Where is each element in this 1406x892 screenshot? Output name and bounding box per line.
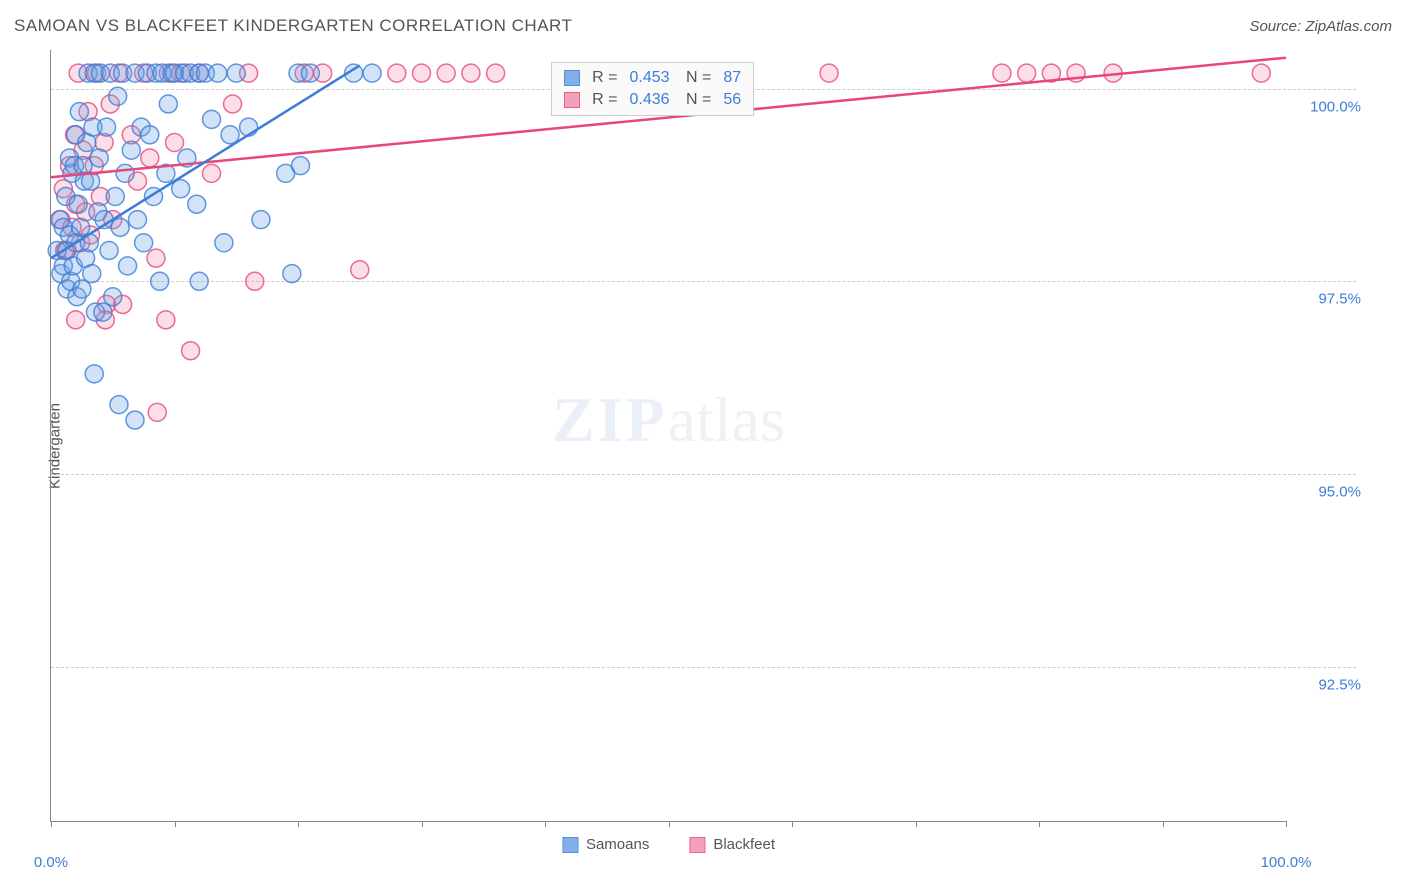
stats-r-blackfeet: 0.436 bbox=[630, 91, 670, 109]
scatter-point bbox=[252, 211, 270, 229]
legend-label-blackfeet: Blackfeet bbox=[713, 836, 775, 853]
scatter-point bbox=[100, 241, 118, 259]
scatter-svg bbox=[51, 50, 1286, 821]
scatter-point bbox=[94, 303, 112, 321]
scatter-point bbox=[283, 265, 301, 283]
stats-swatch-blackfeet bbox=[564, 92, 580, 108]
scatter-point bbox=[166, 134, 184, 152]
legend-swatch-samoans bbox=[562, 837, 578, 853]
scatter-point bbox=[80, 234, 98, 252]
scatter-point bbox=[363, 64, 381, 82]
scatter-point bbox=[128, 211, 146, 229]
chart-header: SAMOAN VS BLACKFEET KINDERGARTEN CORRELA… bbox=[14, 16, 1392, 36]
chart-title: SAMOAN VS BLACKFEET KINDERGARTEN CORRELA… bbox=[14, 16, 572, 36]
xtick bbox=[669, 821, 670, 827]
scatter-point bbox=[203, 110, 221, 128]
scatter-point bbox=[148, 403, 166, 421]
stats-r-label: R = bbox=[592, 69, 617, 87]
scatter-point bbox=[147, 249, 165, 267]
scatter-point bbox=[209, 64, 227, 82]
scatter-point bbox=[141, 149, 159, 167]
scatter-point bbox=[109, 87, 127, 105]
stats-row-blackfeet: R = 0.436 N = 56 bbox=[564, 91, 741, 109]
scatter-point bbox=[462, 64, 480, 82]
scatter-point bbox=[90, 149, 108, 167]
scatter-point bbox=[190, 272, 208, 290]
xtick-label: 100.0% bbox=[1261, 854, 1312, 871]
scatter-point bbox=[1018, 64, 1036, 82]
scatter-point bbox=[111, 218, 129, 236]
scatter-point bbox=[413, 64, 431, 82]
scatter-point bbox=[246, 272, 264, 290]
ytick-label: 100.0% bbox=[1310, 98, 1361, 115]
legend: Samoans Blackfeet bbox=[562, 836, 775, 853]
stats-n-label: N = bbox=[682, 69, 712, 87]
scatter-point bbox=[151, 272, 169, 290]
scatter-point bbox=[157, 311, 175, 329]
scatter-point bbox=[122, 141, 140, 159]
stats-row-samoans: R = 0.453 N = 87 bbox=[564, 69, 741, 87]
scatter-point bbox=[1252, 64, 1270, 82]
stats-n-blackfeet: 56 bbox=[723, 91, 741, 109]
scatter-point bbox=[73, 280, 91, 298]
scatter-point bbox=[85, 365, 103, 383]
chart-plot-area: 92.5%95.0%97.5%100.0% ZIPatlas R = 0.453… bbox=[50, 50, 1286, 822]
stats-box: R = 0.453 N = 87 R = 0.436 N = 56 bbox=[551, 62, 754, 116]
legend-label-samoans: Samoans bbox=[586, 836, 649, 853]
scatter-point bbox=[159, 95, 177, 113]
scatter-point bbox=[119, 257, 137, 275]
legend-item-samoans: Samoans bbox=[562, 836, 649, 853]
scatter-point bbox=[820, 64, 838, 82]
xtick bbox=[792, 821, 793, 827]
xtick bbox=[1286, 821, 1287, 827]
scatter-point bbox=[224, 95, 242, 113]
scatter-point bbox=[291, 157, 309, 175]
stats-swatch-samoans bbox=[564, 70, 580, 86]
scatter-point bbox=[106, 187, 124, 205]
scatter-point bbox=[67, 311, 85, 329]
scatter-point bbox=[203, 164, 221, 182]
xtick bbox=[1039, 821, 1040, 827]
scatter-point bbox=[141, 126, 159, 144]
scatter-point bbox=[993, 64, 1011, 82]
chart-source: Source: ZipAtlas.com bbox=[1249, 18, 1392, 35]
scatter-point bbox=[182, 342, 200, 360]
scatter-point bbox=[98, 118, 116, 136]
scatter-point bbox=[126, 411, 144, 429]
scatter-point bbox=[69, 195, 87, 213]
stats-r-label: R = bbox=[592, 91, 617, 109]
xtick bbox=[175, 821, 176, 827]
scatter-point bbox=[70, 103, 88, 121]
legend-item-blackfeet: Blackfeet bbox=[689, 836, 775, 853]
xtick-label: 0.0% bbox=[34, 854, 68, 871]
scatter-point bbox=[110, 396, 128, 414]
xtick bbox=[916, 821, 917, 827]
scatter-point bbox=[301, 64, 319, 82]
xtick bbox=[1163, 821, 1164, 827]
ytick-label: 95.0% bbox=[1318, 484, 1361, 501]
stats-n-samoans: 87 bbox=[723, 69, 741, 87]
scatter-point bbox=[116, 164, 134, 182]
xtick bbox=[298, 821, 299, 827]
scatter-point bbox=[104, 288, 122, 306]
scatter-point bbox=[437, 64, 455, 82]
xtick bbox=[51, 821, 52, 827]
scatter-point bbox=[83, 265, 101, 283]
scatter-point bbox=[135, 234, 153, 252]
scatter-point bbox=[351, 261, 369, 279]
xtick bbox=[545, 821, 546, 827]
stats-r-samoans: 0.453 bbox=[630, 69, 670, 87]
ytick-label: 97.5% bbox=[1318, 291, 1361, 308]
stats-n-label: N = bbox=[682, 91, 712, 109]
scatter-point bbox=[215, 234, 233, 252]
scatter-point bbox=[227, 64, 245, 82]
legend-swatch-blackfeet bbox=[689, 837, 705, 853]
xtick bbox=[422, 821, 423, 827]
scatter-point bbox=[487, 64, 505, 82]
scatter-point bbox=[388, 64, 406, 82]
scatter-point bbox=[188, 195, 206, 213]
ytick-label: 92.5% bbox=[1318, 676, 1361, 693]
